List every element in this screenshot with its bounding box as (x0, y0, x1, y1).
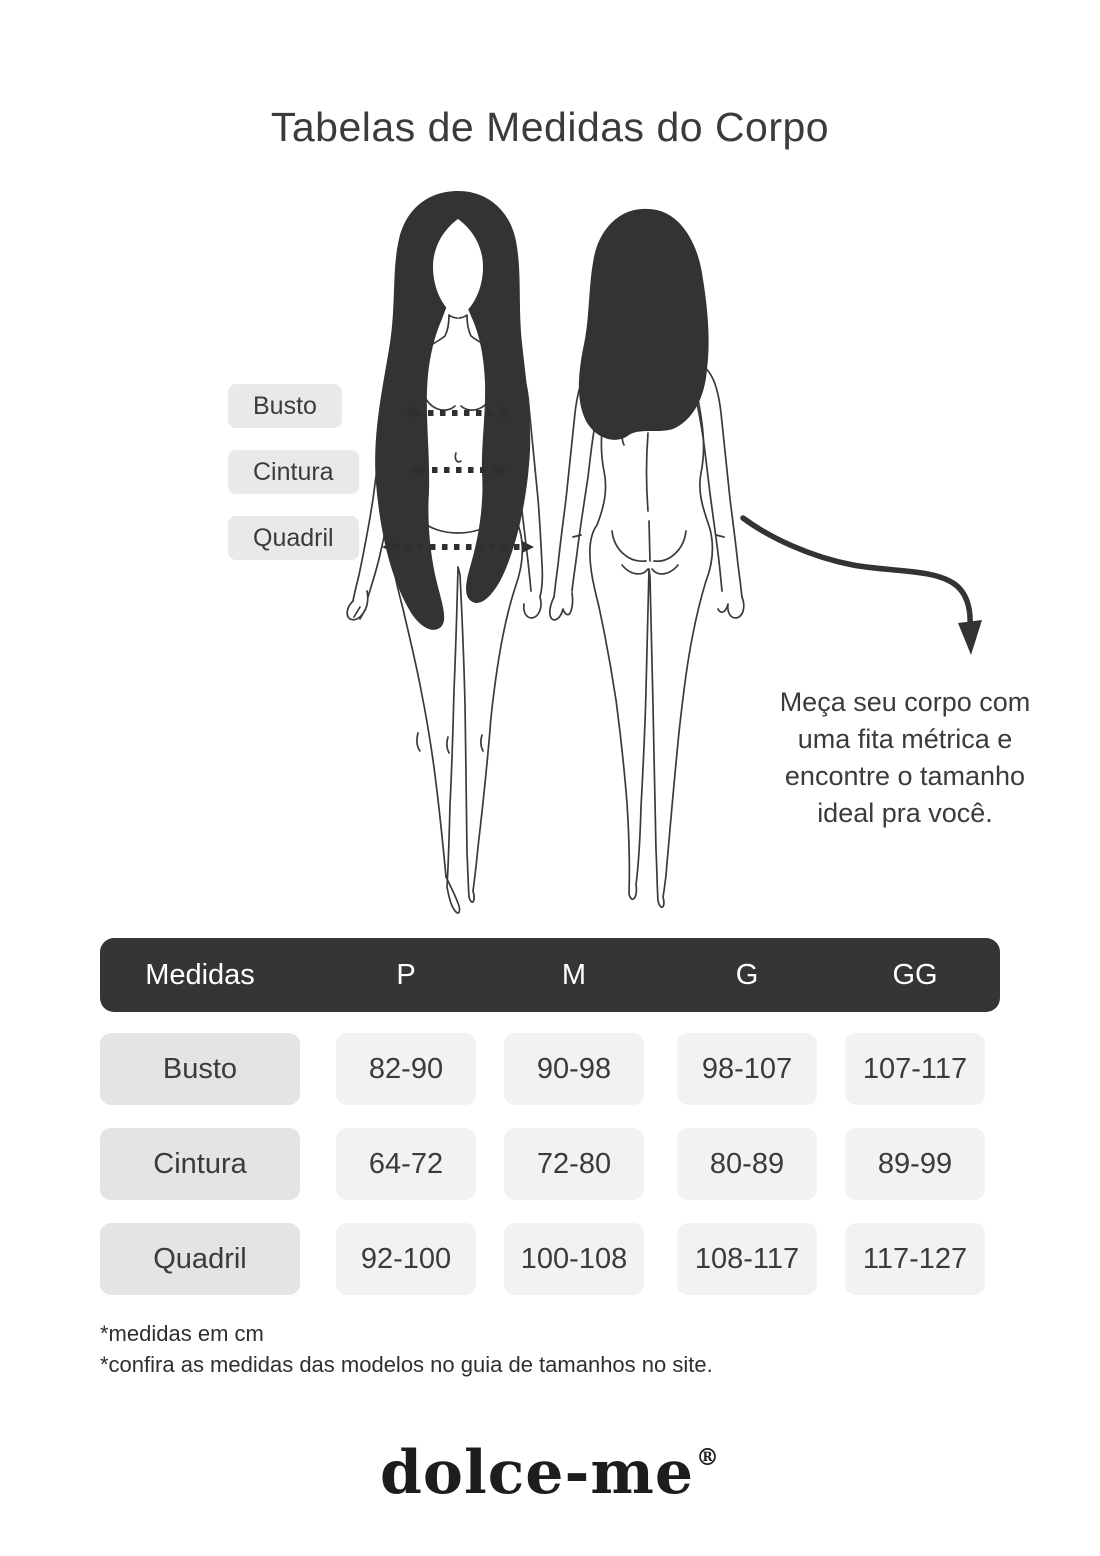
size-table-header: Medidas P M G GG (100, 938, 1000, 1012)
cintura-label-chip: Cintura (228, 450, 359, 494)
cell-value: 107-117 (845, 1033, 985, 1105)
cell-value: 117-127 (845, 1223, 985, 1295)
table-row-quadril: Quadril 92-100 100-108 108-117 117-127 (100, 1223, 1000, 1295)
footnote-units: *medidas em cm (100, 1321, 264, 1346)
table-row-cintura: Cintura 64-72 72-80 80-89 89-99 (100, 1128, 1000, 1200)
cell-value: 89-99 (845, 1128, 985, 1200)
header-medidas: Medidas (145, 959, 255, 991)
instruction-line: Meça seu corpo com (779, 687, 1031, 717)
instruction-line: encontre o tamanho (784, 761, 1026, 791)
cell-value: 108-117 (677, 1223, 817, 1295)
waist-measure-line (408, 464, 508, 476)
header-size-m: M (561, 959, 587, 991)
table-row-busto: Busto 82-90 90-98 98-107 107-117 (100, 1033, 1000, 1105)
header-size-g: G (735, 959, 759, 991)
row-label: Quadril (100, 1223, 300, 1295)
header-size-p: P (396, 959, 416, 991)
registered-mark: ® (696, 1444, 721, 1471)
bust-measure-line (404, 407, 512, 419)
row-label: Cintura (100, 1128, 300, 1200)
quadril-label-chip: Quadril (228, 516, 359, 560)
cell-value: 92-100 (336, 1223, 476, 1295)
cell-value: 90-98 (504, 1033, 644, 1105)
body-figures-illustration (346, 191, 982, 914)
footnotes: *medidas em cm *confira as medidas das m… (100, 1318, 713, 1380)
footnote-models: *confira as medidas das modelos no guia … (100, 1352, 713, 1377)
curved-arrow-icon (740, 515, 982, 655)
front-figure (346, 191, 544, 914)
instruction-line: ideal pra você. (817, 798, 993, 828)
cell-value: 64-72 (336, 1128, 476, 1200)
front-face (433, 219, 483, 318)
cell-value: 100-108 (504, 1223, 644, 1295)
cell-value: 80-89 (677, 1128, 817, 1200)
hip-measure-line (382, 541, 534, 553)
measure-instruction-text: Meça seu corpo com uma fita métrica e en… (740, 684, 1070, 832)
brand-name: dolce-me (379, 1438, 695, 1508)
cell-value: 98-107 (677, 1033, 817, 1105)
back-figure (548, 208, 745, 909)
instruction-line: uma fita métrica e (797, 724, 1013, 754)
header-size-gg: GG (892, 959, 938, 991)
brand-logo: dolce-me® (0, 1438, 1100, 1508)
size-table: Medidas P M G GG Busto 82-90 90-98 98-10… (100, 938, 1000, 1295)
cell-value: 72-80 (504, 1128, 644, 1200)
cell-value: 82-90 (336, 1033, 476, 1105)
row-label: Busto (100, 1033, 300, 1105)
busto-label-chip: Busto (228, 384, 342, 428)
page-title: Tabelas de Medidas do Corpo (270, 104, 830, 150)
back-hair (578, 208, 709, 440)
